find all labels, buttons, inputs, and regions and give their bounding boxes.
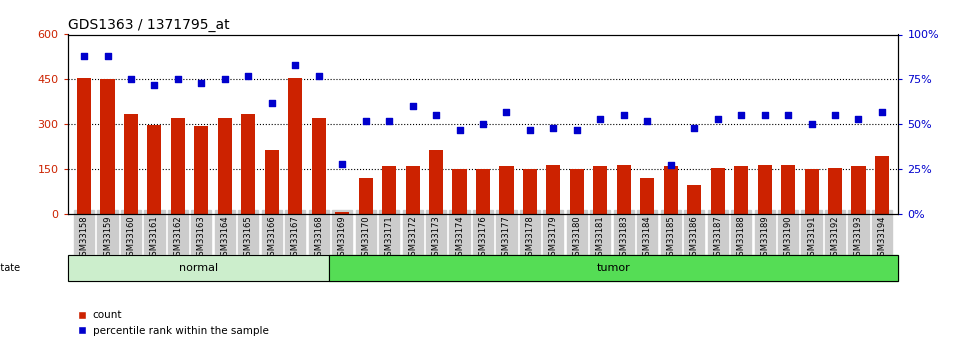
Bar [664, 166, 678, 214]
Point [781, 112, 796, 118]
Bar [100, 79, 115, 214]
Bar [593, 166, 608, 214]
Bar [217, 118, 232, 214]
Bar [335, 213, 350, 214]
Point [523, 127, 538, 132]
Point [498, 109, 514, 115]
Point [757, 112, 773, 118]
Bar [452, 169, 467, 214]
Point [170, 77, 185, 82]
Point [874, 109, 890, 115]
Bar [805, 169, 818, 214]
Bar [640, 178, 654, 214]
Bar [711, 168, 724, 214]
Point [804, 121, 819, 127]
Bar [547, 165, 560, 214]
Point [546, 125, 561, 130]
Text: GDS1363 / 1371795_at: GDS1363 / 1371795_at [68, 18, 229, 32]
Bar [77, 78, 91, 214]
Point [569, 127, 584, 132]
Point [428, 112, 443, 118]
Point [405, 104, 420, 109]
Text: tumor: tumor [597, 263, 631, 273]
Point [616, 112, 632, 118]
Point [639, 118, 655, 124]
Bar [851, 166, 866, 214]
Bar [781, 165, 795, 214]
Point [193, 80, 209, 86]
Point [827, 112, 842, 118]
Point [76, 53, 92, 59]
Point [475, 121, 491, 127]
Point [358, 118, 374, 124]
Bar [68, 255, 328, 281]
Bar [570, 169, 583, 214]
Point [452, 127, 468, 132]
Point [311, 73, 327, 79]
Legend: count, percentile rank within the sample: count, percentile rank within the sample [72, 306, 272, 340]
Bar [288, 78, 302, 214]
Point [264, 100, 279, 106]
Bar [171, 118, 185, 214]
Point [147, 82, 162, 88]
Bar [476, 169, 490, 214]
Point [592, 116, 608, 121]
Bar [124, 114, 138, 214]
Point [687, 125, 702, 130]
Point [288, 62, 303, 68]
Bar [523, 169, 537, 214]
Bar [242, 114, 255, 214]
Text: disease state: disease state [0, 263, 20, 273]
Bar [383, 166, 396, 214]
Point [851, 116, 867, 121]
Bar [358, 178, 373, 214]
Bar [194, 126, 209, 214]
Point [334, 161, 350, 166]
Bar [265, 150, 279, 214]
Point [124, 77, 139, 82]
Point [99, 53, 115, 59]
Bar [406, 166, 419, 214]
Bar [875, 156, 889, 214]
Text: normal: normal [179, 263, 217, 273]
Bar [828, 168, 842, 214]
Bar [687, 186, 701, 214]
Bar [499, 166, 514, 214]
Bar [328, 255, 898, 281]
Bar [312, 118, 326, 214]
Point [663, 163, 678, 168]
Bar [148, 125, 161, 214]
Bar [429, 150, 443, 214]
Point [733, 112, 749, 118]
Point [710, 116, 725, 121]
Point [382, 118, 397, 124]
Bar [757, 165, 772, 214]
Bar [616, 165, 631, 214]
Point [217, 77, 233, 82]
Point [241, 73, 256, 79]
Bar [734, 166, 749, 214]
